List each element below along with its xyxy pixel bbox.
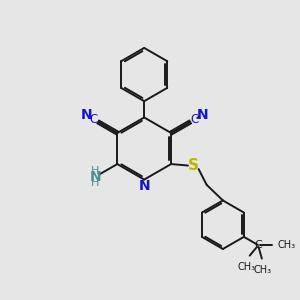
Text: H: H: [91, 178, 100, 188]
Text: N: N: [139, 179, 151, 193]
Text: C: C: [254, 240, 262, 250]
Text: CH₃: CH₃: [237, 262, 255, 272]
Text: H: H: [91, 166, 100, 176]
Text: C: C: [89, 113, 98, 126]
Text: N: N: [90, 169, 101, 184]
Text: N: N: [80, 108, 92, 122]
Text: S: S: [188, 158, 199, 173]
Text: CH₃: CH₃: [278, 240, 296, 250]
Text: C: C: [191, 113, 199, 126]
Text: CH₃: CH₃: [254, 265, 272, 275]
Text: N: N: [196, 108, 208, 122]
